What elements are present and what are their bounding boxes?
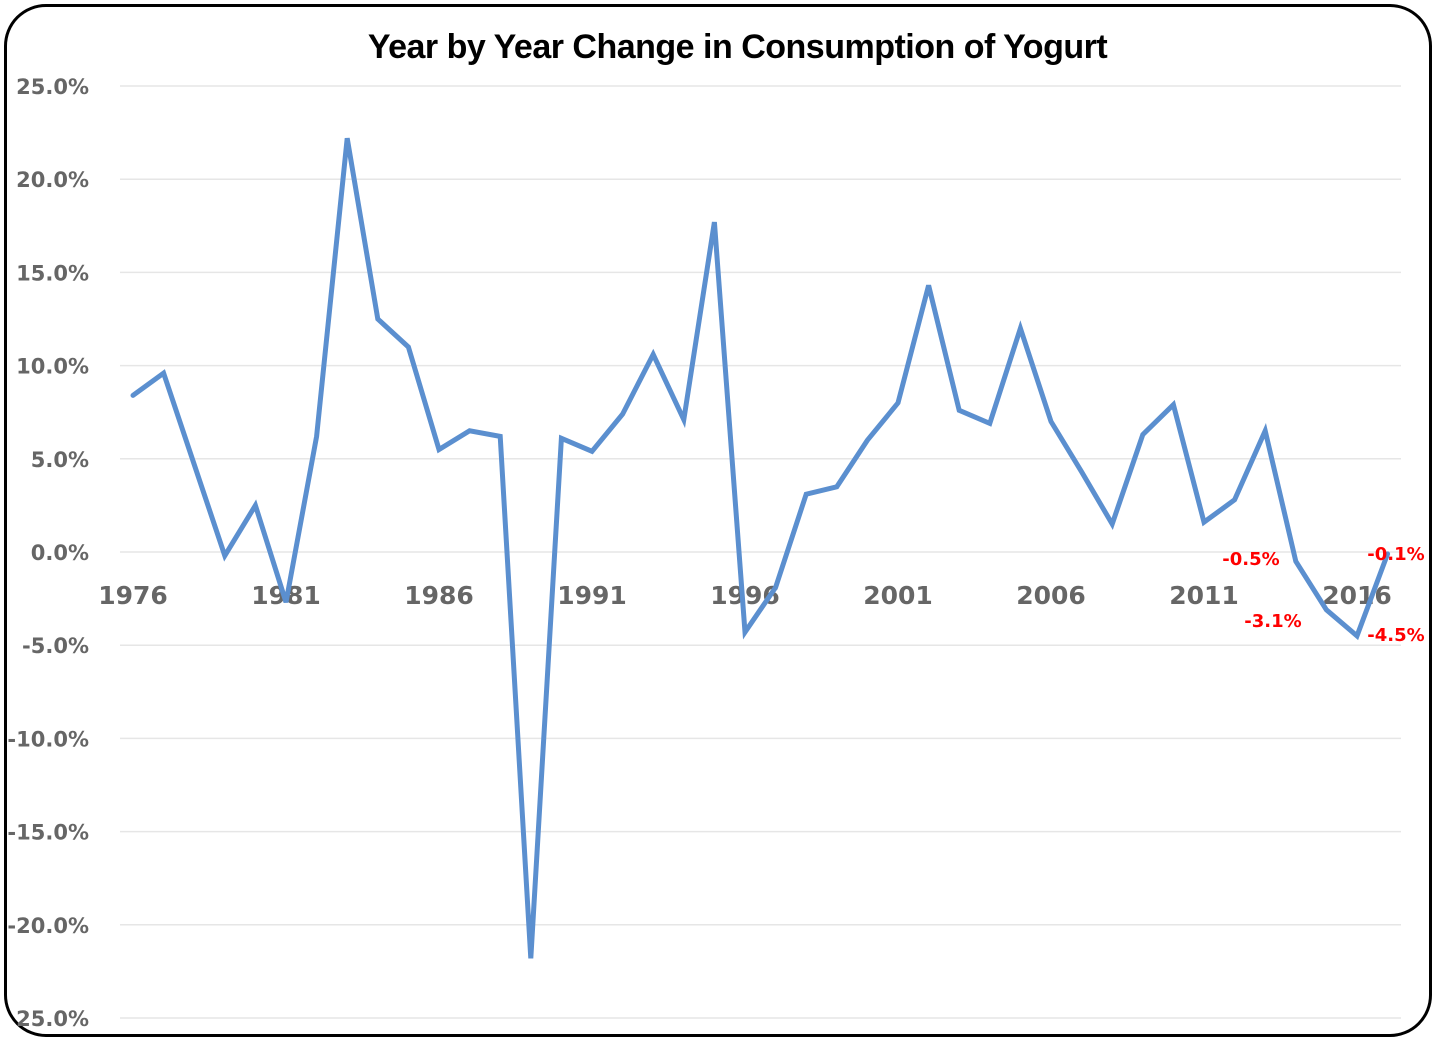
y-tick-label: 15.0% — [16, 261, 89, 285]
data-label: -0.1% — [1367, 544, 1424, 565]
x-tick-label: 1986 — [404, 581, 474, 610]
gridlines — [120, 85, 1401, 1019]
x-tick-label: 1991 — [557, 581, 627, 610]
y-tick-label: -15.0% — [7, 821, 89, 845]
series-line — [130, 137, 1391, 959]
y-tick-label: 0.0% — [31, 541, 89, 565]
y-tick-label: 10.0% — [16, 355, 89, 379]
data-label: -0.5% — [1222, 549, 1279, 570]
data-series — [130, 137, 1391, 959]
x-tick-label: 2016 — [1322, 581, 1392, 610]
x-tick-label: 2006 — [1016, 581, 1086, 610]
y-tick-label: -5.0% — [22, 634, 89, 658]
y-tick-label: 20.0% — [16, 168, 89, 192]
y-tick-label: 5.0% — [31, 448, 89, 472]
y-tick-label: -20.0% — [7, 914, 89, 938]
y-axis-ticks: 25.0% 20.0% 15.0% 10.0% 5.0% 0.0% -5.0% -10.0% -… — [7, 75, 89, 1031]
data-labels: -0.5% -3.1% -4.5% -0.1% — [1222, 544, 1424, 646]
x-tick-label: 1976 — [98, 581, 168, 610]
x-tick-label: 2011 — [1169, 581, 1239, 610]
y-tick-label: -10.0% — [7, 727, 89, 751]
chart-title: Year by Year Change in Consumption of Yo… — [367, 28, 1108, 66]
chart-frame — [4, 4, 1432, 1037]
x-tick-label: 2001 — [863, 581, 933, 610]
data-label: -3.1% — [1244, 611, 1301, 632]
y-tick-label: 25.0% — [16, 1007, 89, 1031]
data-label: -4.5% — [1367, 625, 1424, 646]
y-tick-label: 25.0% — [16, 75, 89, 99]
